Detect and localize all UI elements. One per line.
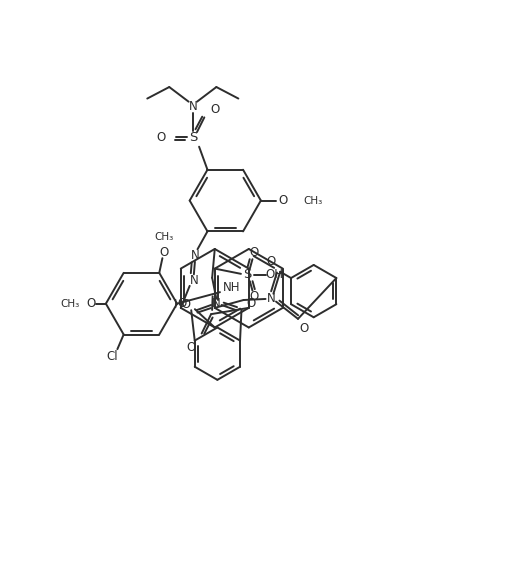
Text: O: O	[160, 246, 169, 259]
Text: S: S	[243, 268, 251, 281]
Text: O: O	[249, 290, 258, 303]
Text: OH: OH	[266, 268, 284, 281]
Text: CH₃: CH₃	[61, 299, 80, 308]
Text: S: S	[189, 131, 197, 144]
Text: N: N	[190, 249, 199, 262]
Text: N: N	[267, 293, 275, 306]
Text: O: O	[210, 103, 220, 116]
Text: O: O	[266, 255, 276, 268]
Text: Cl: Cl	[106, 350, 118, 363]
Text: CH₃: CH₃	[155, 232, 174, 242]
Text: CH₃: CH₃	[304, 196, 323, 205]
Text: O: O	[87, 297, 96, 310]
Text: O: O	[278, 194, 287, 207]
Text: HO: HO	[175, 298, 193, 311]
Text: O: O	[247, 298, 256, 310]
Text: N: N	[188, 100, 197, 113]
Text: N: N	[189, 274, 198, 287]
Text: O: O	[177, 298, 186, 310]
Text: NH: NH	[223, 281, 241, 294]
Text: O: O	[299, 322, 309, 335]
Text: O: O	[187, 341, 196, 354]
Text: O: O	[249, 246, 258, 259]
Text: N: N	[212, 298, 221, 310]
Text: O: O	[157, 131, 166, 144]
